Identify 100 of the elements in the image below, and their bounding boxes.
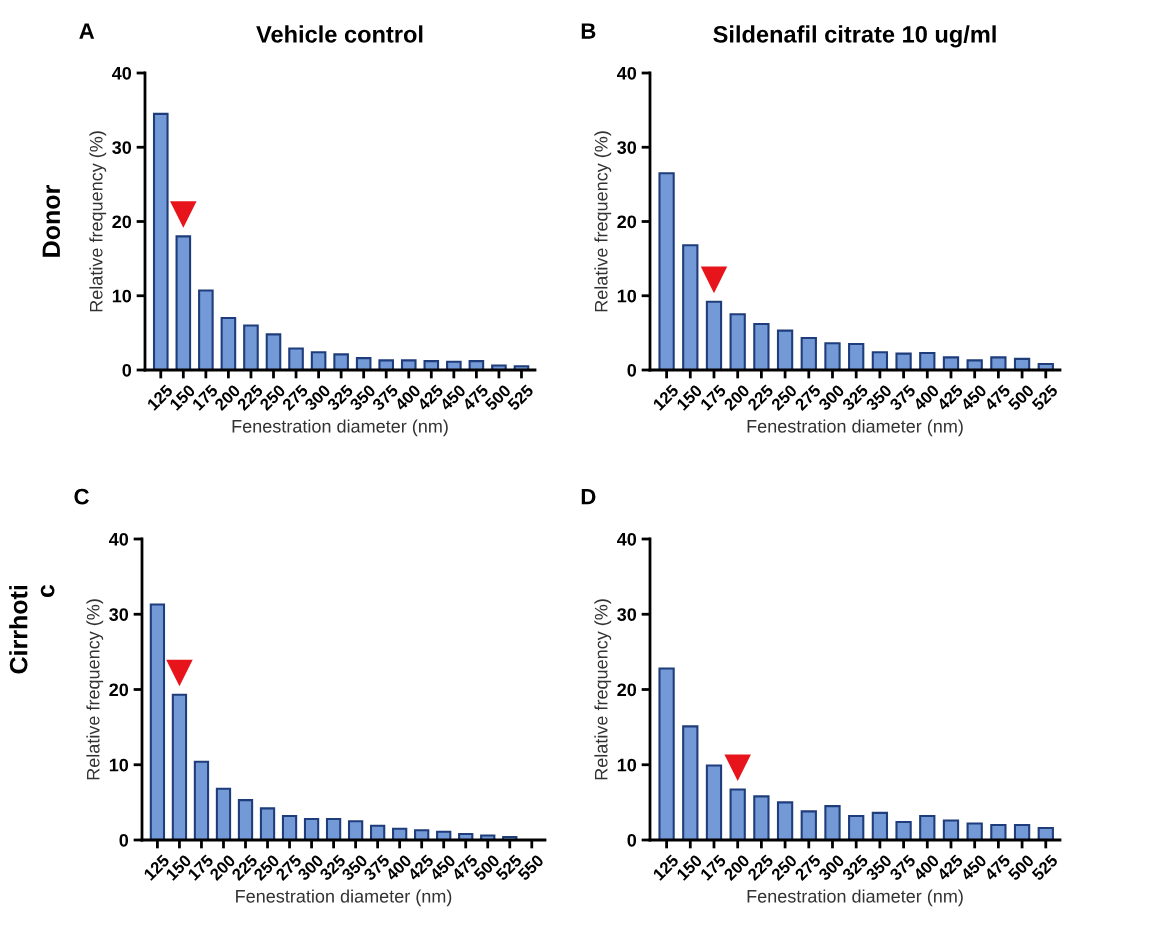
x-axis-title: Fenestration diameter (nm): [747, 419, 963, 437]
bar: [871, 351, 889, 370]
text: A: [79, 23, 95, 39]
bar: [658, 172, 675, 370]
y-tick-label: 40: [617, 66, 637, 80]
y-tick-label: 30: [617, 141, 637, 154]
bar: [824, 342, 841, 370]
bar: [175, 235, 192, 370]
y-tick-label: 10: [617, 758, 637, 772]
bar: [215, 787, 232, 840]
bar: [265, 333, 282, 370]
text: C: [74, 488, 89, 505]
bar: [776, 329, 794, 370]
y-tick-label: 10: [109, 758, 129, 772]
bar: [800, 810, 817, 840]
bar: [705, 764, 723, 840]
bar: [895, 352, 912, 370]
bar: [378, 359, 395, 370]
y-tick-label: 0: [627, 833, 637, 847]
y-tick-label: 0: [122, 363, 132, 377]
bar: [966, 359, 983, 370]
bar: [753, 795, 770, 840]
bar: [303, 817, 320, 840]
text: B: [581, 23, 596, 39]
bar: [729, 788, 746, 840]
text: D: [581, 489, 596, 505]
y-axis-title: Relative frequency (%): [86, 599, 104, 780]
y-tick-label: 40: [112, 66, 132, 80]
annotation: ▼: [170, 201, 197, 228]
bar: [658, 667, 675, 840]
y-tick-label: 0: [627, 363, 637, 377]
bar: [414, 829, 430, 840]
bar: [776, 801, 794, 840]
bar: [919, 814, 936, 840]
bar: [966, 822, 983, 840]
bar: [333, 353, 349, 370]
x-tick-label: 525: [1031, 383, 1059, 412]
text: Cirrhoti c: [9, 584, 55, 674]
bar: [1013, 823, 1031, 840]
bar: [193, 760, 210, 840]
annotation: ▼: [166, 659, 193, 687]
bar: [446, 360, 462, 370]
annotation: ▼: [724, 754, 751, 782]
bar: [1037, 826, 1054, 840]
y-tick-label: 30: [109, 608, 129, 621]
bar: [990, 823, 1007, 840]
y-tick-label: 10: [112, 289, 132, 303]
y-tick-label: 30: [112, 141, 132, 154]
bar: [243, 324, 259, 370]
y-tick-label: 30: [617, 608, 637, 621]
bar: [152, 112, 169, 370]
bar: [325, 817, 342, 840]
bar: [198, 289, 214, 370]
x-axis-title: Fenestration diameter (nm): [747, 889, 963, 907]
x-axis-title: Fenestration diameter (nm): [232, 419, 448, 437]
y-tick-label: 20: [617, 683, 637, 697]
bar: [480, 834, 496, 840]
bar: [149, 603, 166, 840]
bar: [990, 356, 1007, 370]
bar: [288, 347, 304, 370]
annotation: ▼: [700, 266, 728, 294]
bar: [753, 322, 770, 370]
y-axis-title: Relative frequency (%): [89, 131, 107, 312]
bar: [800, 337, 817, 370]
chart-title: Vehicle control: [256, 25, 423, 43]
bar: [705, 300, 723, 370]
chart-title: Sildenafil citrate 10 ug/ml: [713, 25, 996, 48]
bar: [347, 820, 364, 840]
bar: [237, 799, 254, 840]
bar: [682, 244, 699, 370]
bar: [1013, 357, 1031, 370]
bar: [919, 351, 936, 370]
y-tick-label: 40: [109, 532, 129, 546]
y-tick-label: 10: [617, 289, 637, 303]
bar: [848, 814, 865, 840]
bar: [369, 824, 386, 840]
y-tick-label: 20: [617, 215, 637, 229]
bar: [171, 693, 188, 840]
y-tick-label: 20: [112, 215, 132, 229]
bar: [824, 805, 841, 840]
y-tick-label: 20: [109, 683, 129, 697]
x-tick-label: 525: [1031, 853, 1059, 882]
bar: [259, 807, 276, 840]
bar: [355, 357, 372, 370]
bar: [682, 725, 699, 840]
bar: [895, 820, 912, 840]
bar: [400, 359, 417, 370]
bar: [942, 819, 960, 840]
bar: [281, 814, 298, 840]
y-axis-title: Relative frequency (%): [594, 131, 612, 312]
y-tick-label: 0: [119, 833, 129, 847]
y-axis-title: Relative frequency (%): [594, 599, 612, 780]
text: Donor: [42, 185, 61, 257]
x-axis-title: Fenestration diameter (nm): [236, 889, 452, 907]
bar: [848, 342, 865, 370]
bar: [729, 313, 746, 370]
bar: [310, 351, 327, 370]
bar: [220, 316, 237, 370]
y-tick-label: 40: [617, 532, 637, 546]
bar: [423, 360, 440, 370]
